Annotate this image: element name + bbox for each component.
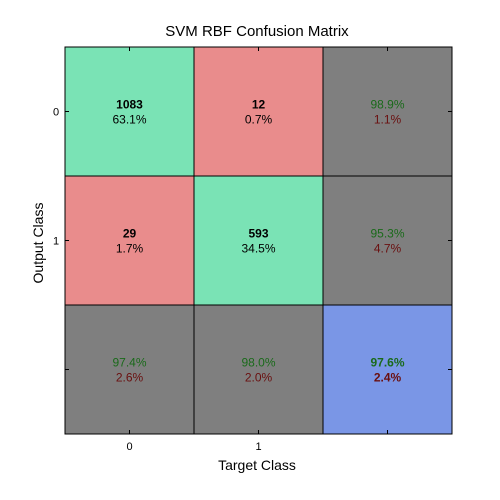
cell-percent: 1.7% — [116, 242, 144, 256]
chart-title: SVM RBF Confusion Matrix — [165, 23, 349, 40]
x-axis-title: Target Class — [218, 457, 296, 473]
y-tick-label: 1 — [53, 236, 59, 248]
cell-background — [322, 304, 453, 435]
row-correct-percent: 98.9% — [370, 98, 404, 112]
column-correct-percent: 97.4% — [112, 356, 146, 370]
overall-error-percent: 2.4% — [374, 371, 402, 385]
cell-background — [322, 175, 453, 306]
overall-correct-percent: 97.6% — [370, 356, 404, 370]
column-correct-percent: 98.0% — [241, 356, 275, 370]
row-error-percent: 4.7% — [374, 242, 402, 256]
cell-count: 29 — [123, 227, 137, 241]
matrix-cell: 120.7% — [193, 46, 324, 177]
matrix-cell: 291.7% — [64, 175, 195, 306]
matrix-cell: 98.0%2.0% — [193, 304, 324, 435]
cell-background — [64, 46, 195, 177]
row-correct-percent: 95.3% — [370, 227, 404, 241]
cell-percent: 0.7% — [245, 113, 273, 127]
column-error-percent: 2.6% — [116, 371, 144, 385]
cell-background — [64, 175, 195, 306]
cell-percent: 63.1% — [112, 113, 146, 127]
row-error-percent: 1.1% — [374, 113, 402, 127]
matrix-cell: 95.3%4.7% — [322, 175, 453, 306]
axis-ticks: 0 1 0 1 — [53, 47, 452, 453]
cell-background — [193, 175, 324, 306]
matrix-cell: 98.9%1.1% — [322, 46, 453, 177]
x-tick-label: 1 — [255, 441, 261, 453]
cell-count: 12 — [252, 98, 266, 112]
matrix-cells: 108363.1%120.7%98.9%1.1%291.7%59334.5%95… — [64, 46, 453, 435]
matrix-cell: 97.6%2.4% — [322, 304, 453, 435]
y-axis-title: Output Class — [30, 203, 46, 284]
y-tick-label: 0 — [53, 107, 59, 119]
x-tick-label: 0 — [126, 441, 132, 453]
cell-count: 593 — [248, 227, 268, 241]
cell-percent: 34.5% — [241, 242, 275, 256]
matrix-cell: 97.4%2.6% — [64, 304, 195, 435]
cell-background — [193, 304, 324, 435]
cell-background — [64, 304, 195, 435]
cell-count: 1083 — [116, 98, 143, 112]
cell-background — [193, 46, 324, 177]
column-error-percent: 2.0% — [245, 371, 273, 385]
cell-background — [322, 46, 453, 177]
